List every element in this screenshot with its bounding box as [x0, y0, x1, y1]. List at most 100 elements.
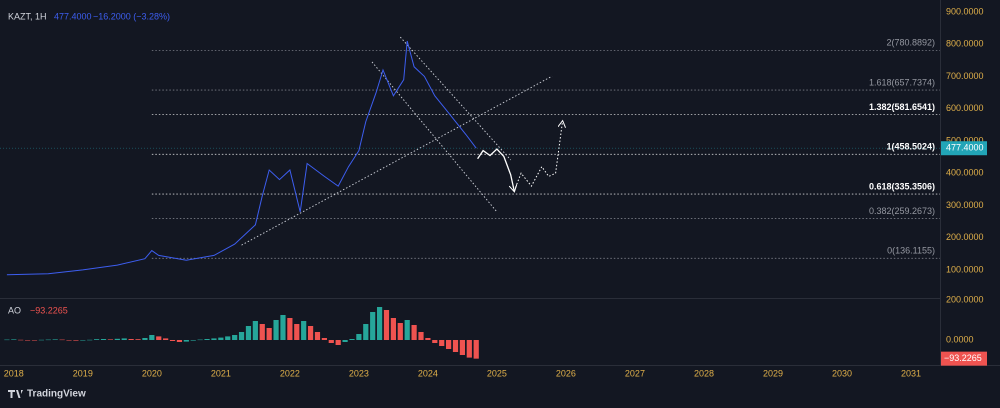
ao-bar	[232, 335, 238, 340]
ao-bar	[218, 337, 224, 340]
ao-bar	[197, 339, 203, 341]
ao-bar	[411, 325, 417, 340]
ao-bar	[31, 340, 38, 341]
x-tick-label: 2021	[211, 368, 231, 378]
ao-bar	[149, 335, 155, 340]
ao-bar	[439, 340, 445, 346]
ao-bar	[156, 336, 162, 340]
ao-bar	[349, 339, 355, 340]
ao-bar	[473, 340, 479, 359]
ao-bar	[107, 339, 114, 340]
ao-bar	[432, 340, 438, 343]
ao-bar	[328, 340, 334, 343]
ao-bar	[142, 338, 148, 340]
ao-bar	[225, 336, 231, 340]
ao-bar	[45, 339, 51, 341]
y-tick-label: 400.0000	[946, 168, 984, 178]
y-tick-label: 900.0000	[946, 6, 984, 16]
ao-bar	[169, 340, 176, 341]
x-tick-label: 2020	[142, 368, 162, 378]
ao-bar	[176, 340, 183, 342]
ao-bar	[204, 339, 210, 340]
ao-bar	[287, 318, 293, 340]
ao-bar	[66, 340, 72, 341]
ao-bar	[183, 340, 189, 342]
ao-bar	[52, 339, 58, 340]
ao-bar	[25, 340, 31, 341]
x-tick-label: 2018	[4, 368, 24, 378]
ao-bar	[452, 340, 459, 352]
fib-label: 1.618(657.7374)	[869, 77, 935, 87]
ao-bar	[266, 328, 272, 340]
ao-bar	[342, 340, 348, 342]
ao-bar	[190, 340, 196, 341]
ao-bar	[321, 338, 327, 340]
x-tick-label: 2022	[280, 368, 300, 378]
projection-path	[477, 148, 515, 191]
ao-bar	[280, 315, 286, 340]
x-tick-label: 2027	[625, 368, 645, 378]
x-tick-label: 2025	[487, 368, 507, 378]
x-tick-label: 2031	[901, 368, 921, 378]
brand: TradingView	[27, 389, 86, 400]
ao-bar	[418, 332, 424, 340]
ao-bar	[307, 326, 314, 340]
ao-bar	[356, 334, 362, 340]
x-tick-label: 2024	[418, 368, 438, 378]
x-tick-label: 2028	[694, 368, 714, 378]
last-price-badge	[941, 141, 987, 156]
ao-bar	[87, 339, 93, 341]
ao-bar	[335, 340, 341, 345]
ao-bar	[252, 321, 258, 340]
y-tick-label: 200.0000	[946, 294, 984, 304]
symbol: KAZT, 1H	[8, 11, 47, 21]
y-tick-label: 300.0000	[946, 200, 984, 210]
ao-bar	[245, 326, 252, 340]
trendline	[371, 61, 498, 213]
last-price: 477.4000	[54, 11, 92, 21]
y-tick-label: 500.0000	[946, 135, 984, 145]
ao-bar	[363, 324, 369, 340]
y-tick-label: 800.0000	[946, 39, 984, 49]
ao-bar	[121, 338, 127, 340]
y-tick-label: 600.0000	[946, 103, 984, 113]
ao-bar	[59, 339, 65, 341]
price-change: −16.2000 (−3.28%)	[93, 11, 170, 21]
logo-icon	[8, 390, 23, 398]
y-tick-label: 100.0000	[946, 264, 984, 274]
projection-path	[513, 122, 562, 192]
indicator-title: AO	[8, 305, 21, 315]
ao-bar	[128, 339, 134, 340]
ao-bar	[383, 310, 390, 340]
x-tick-label: 2026	[556, 368, 576, 378]
logo: TradingView	[8, 389, 86, 400]
ao-bar	[238, 332, 245, 340]
ao-bar	[390, 318, 396, 340]
ao-bar	[425, 338, 431, 340]
ao-bar	[301, 321, 307, 340]
ao-bar	[446, 340, 452, 349]
x-tick-label: 2023	[349, 368, 369, 378]
ao-bar	[294, 324, 300, 340]
fib-label: 1(458.5024)	[886, 142, 935, 152]
fib-label: 0(136.1155)	[887, 246, 935, 256]
fib-label: 0.382(259.2673)	[869, 206, 935, 216]
ao-bar	[100, 339, 107, 340]
ao-bar	[397, 323, 403, 340]
ao-bar	[4, 339, 10, 341]
ao-badge	[941, 351, 987, 366]
ao-bar	[376, 307, 383, 340]
ao-bar	[370, 312, 376, 340]
trendline	[399, 36, 512, 161]
ao-badge-label: −93.2265	[944, 353, 982, 363]
ao-bar	[211, 338, 217, 340]
y-tick-label: 0.0000	[946, 334, 974, 344]
fib-label: 2(780.8892)	[886, 38, 935, 48]
ao-bar	[459, 340, 466, 355]
y-tick-label: 700.0000	[946, 71, 984, 81]
fib-label: 1.382(581.6541)	[869, 102, 935, 112]
ao-bar	[11, 339, 17, 340]
ao-bar	[94, 339, 100, 340]
